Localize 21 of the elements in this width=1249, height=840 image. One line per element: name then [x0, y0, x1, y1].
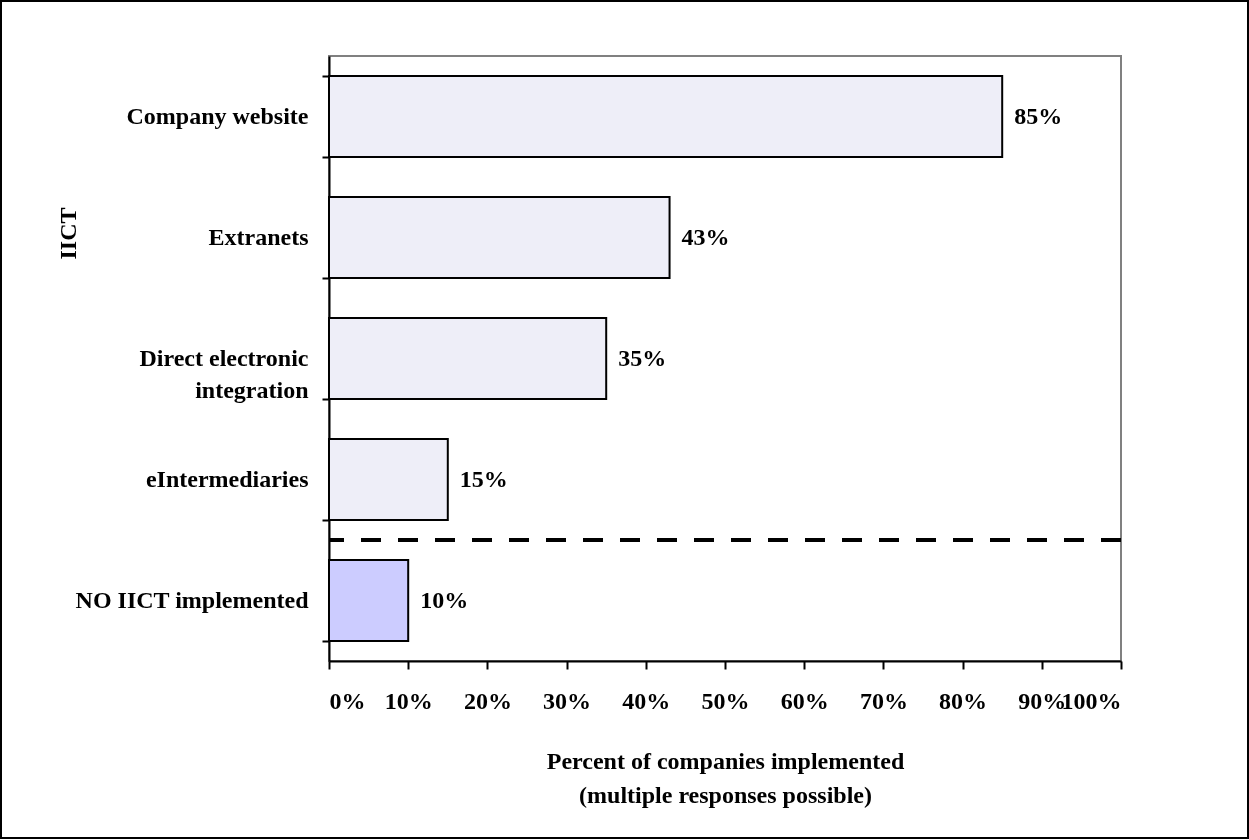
y-tick-label: eIntermediaries — [145, 466, 309, 492]
y-tick-label: Extranets — [208, 224, 309, 250]
x-tick-label: 80% — [939, 687, 988, 714]
data-label: 10% — [420, 586, 469, 613]
x-tick-label: 10% — [384, 687, 433, 714]
y-tick-label: NO IICT implemented — [75, 587, 310, 613]
data-label: 85% — [1014, 102, 1063, 129]
x-tick-label: 50% — [701, 687, 750, 714]
y-tick-label: Direct electronic integration — [139, 345, 309, 403]
x-tick-label: 30% — [543, 687, 592, 714]
data-label: 43% — [681, 223, 730, 250]
x-tick-label: 0% — [329, 687, 366, 714]
x-tick-label: 60% — [780, 687, 829, 714]
x-tick-label: 20% — [463, 687, 512, 714]
y-axis-title: IICT — [54, 207, 81, 260]
x-axis-title: Percent of companies implemented (multiple responses possible) — [546, 747, 905, 808]
x-tick-label: 70% — [859, 687, 908, 714]
y-tick-label: Company website — [126, 103, 309, 129]
x-tick-label: 40% — [622, 687, 671, 714]
data-label: 35% — [618, 344, 667, 371]
data-label: 15% — [459, 465, 508, 492]
